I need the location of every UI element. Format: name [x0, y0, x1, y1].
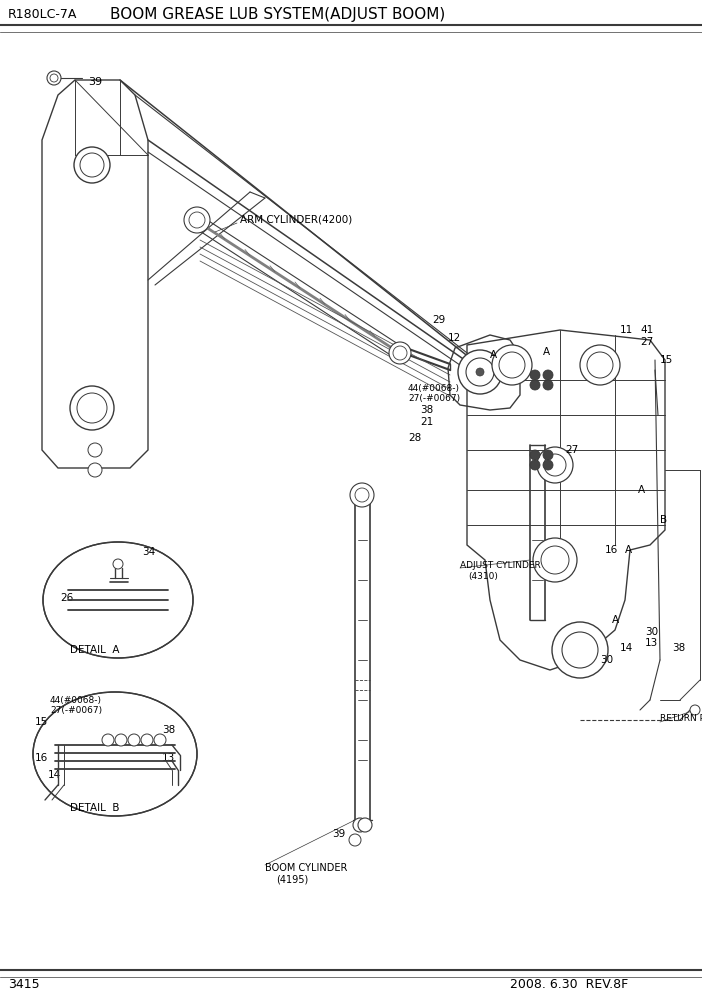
Text: 28: 28	[408, 433, 421, 443]
Text: DETAIL  B: DETAIL B	[70, 803, 119, 813]
Text: (4310): (4310)	[468, 571, 498, 580]
Circle shape	[533, 538, 577, 582]
Circle shape	[70, 386, 114, 430]
Circle shape	[350, 483, 374, 507]
Text: 38: 38	[420, 405, 433, 415]
Circle shape	[189, 212, 205, 228]
Text: 29: 29	[432, 315, 445, 325]
Text: 38: 38	[162, 725, 176, 735]
Text: 34: 34	[142, 547, 155, 557]
Text: 38: 38	[672, 643, 685, 653]
Text: A: A	[490, 350, 497, 360]
Text: 27: 27	[565, 445, 578, 455]
Ellipse shape	[43, 542, 193, 658]
Text: (4195): (4195)	[276, 875, 308, 885]
Circle shape	[47, 71, 61, 85]
Circle shape	[128, 734, 140, 746]
Circle shape	[543, 380, 553, 390]
Circle shape	[466, 358, 494, 386]
Circle shape	[77, 393, 107, 423]
Circle shape	[530, 370, 540, 380]
Circle shape	[537, 447, 573, 483]
Circle shape	[358, 818, 372, 832]
Text: 44(#0068-): 44(#0068-)	[408, 384, 460, 393]
Text: 39: 39	[332, 829, 345, 839]
Circle shape	[530, 380, 540, 390]
Circle shape	[80, 153, 104, 177]
Text: A: A	[638, 485, 645, 495]
Circle shape	[115, 734, 127, 746]
Circle shape	[458, 350, 502, 394]
Circle shape	[543, 450, 553, 460]
Circle shape	[349, 834, 361, 846]
Text: A: A	[612, 615, 619, 625]
Text: DETAIL  A: DETAIL A	[70, 645, 119, 655]
Text: 11: 11	[620, 325, 633, 335]
Circle shape	[393, 346, 407, 360]
Circle shape	[88, 443, 102, 457]
Text: 39: 39	[88, 77, 102, 87]
Text: 41: 41	[640, 325, 654, 335]
Circle shape	[530, 450, 540, 460]
Text: 13: 13	[162, 753, 176, 763]
Circle shape	[541, 546, 569, 574]
Circle shape	[543, 370, 553, 380]
Text: ADJUST CYLINDER: ADJUST CYLINDER	[460, 560, 541, 569]
Text: 15: 15	[660, 355, 673, 365]
Text: 15: 15	[35, 717, 48, 727]
Text: 21: 21	[420, 417, 433, 427]
Circle shape	[102, 734, 114, 746]
Circle shape	[50, 74, 58, 82]
Text: 16: 16	[605, 545, 618, 555]
Circle shape	[580, 345, 620, 385]
Circle shape	[476, 368, 484, 376]
Text: 27: 27	[640, 337, 654, 347]
Text: R180LC-7A: R180LC-7A	[8, 8, 77, 21]
Text: 27(-#0067): 27(-#0067)	[408, 394, 460, 403]
Text: A: A	[543, 347, 550, 357]
Text: B: B	[660, 515, 667, 525]
Circle shape	[389, 342, 411, 364]
Text: 12: 12	[448, 333, 461, 343]
Circle shape	[141, 734, 153, 746]
Text: 16: 16	[35, 753, 48, 763]
Circle shape	[74, 147, 110, 183]
Circle shape	[113, 559, 123, 569]
Circle shape	[154, 734, 166, 746]
Text: 2008. 6.30  REV.8F: 2008. 6.30 REV.8F	[510, 978, 628, 991]
Circle shape	[530, 460, 540, 470]
Circle shape	[690, 705, 700, 715]
Text: 30: 30	[600, 655, 613, 665]
Circle shape	[552, 622, 608, 678]
Text: 44(#0068-): 44(#0068-)	[50, 695, 102, 704]
Circle shape	[353, 818, 367, 832]
Text: RETURN PIPE(R7): RETURN PIPE(R7)	[660, 713, 702, 722]
Text: A: A	[625, 545, 632, 555]
Text: BOOM CYLINDER: BOOM CYLINDER	[265, 863, 347, 873]
Circle shape	[184, 207, 210, 233]
Circle shape	[88, 463, 102, 477]
Text: 14: 14	[620, 643, 633, 653]
Text: 14: 14	[48, 770, 61, 780]
Circle shape	[492, 345, 532, 385]
Circle shape	[587, 352, 613, 378]
Text: 3415: 3415	[8, 978, 39, 991]
Circle shape	[355, 488, 369, 502]
Text: ARM CYLINDER(4200): ARM CYLINDER(4200)	[240, 215, 352, 225]
Circle shape	[543, 460, 553, 470]
Ellipse shape	[33, 692, 197, 816]
Circle shape	[544, 454, 566, 476]
Circle shape	[499, 352, 525, 378]
Text: 27(-#0067): 27(-#0067)	[50, 706, 102, 715]
Text: 30: 30	[645, 627, 658, 637]
Circle shape	[562, 632, 598, 668]
Text: 26: 26	[60, 593, 73, 603]
Text: 13: 13	[645, 638, 658, 648]
Text: BOOM GREASE LUB SYSTEM(ADJUST BOOM): BOOM GREASE LUB SYSTEM(ADJUST BOOM)	[110, 7, 445, 22]
